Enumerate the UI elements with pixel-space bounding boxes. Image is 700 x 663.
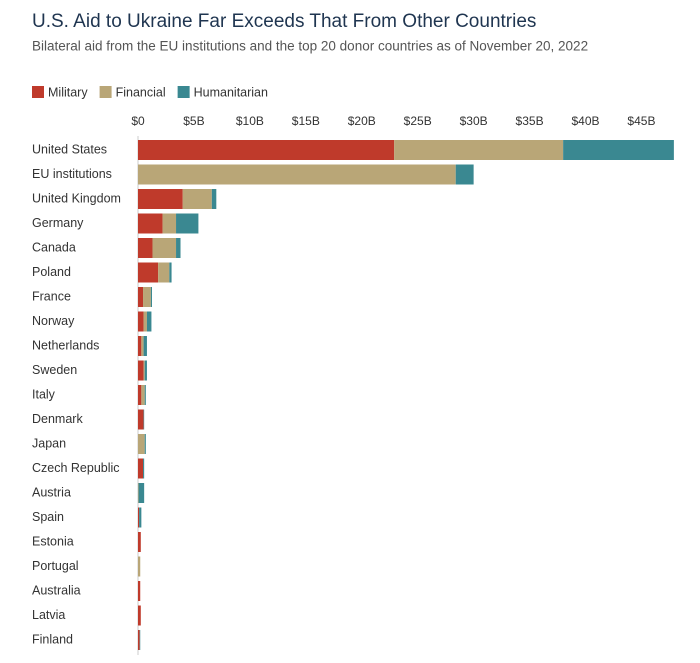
bar-segment bbox=[138, 483, 139, 503]
y-tick-label: Japan bbox=[32, 436, 66, 450]
bar-segment bbox=[211, 189, 217, 209]
bar-segment bbox=[144, 385, 146, 405]
bar-segment bbox=[143, 336, 147, 356]
y-tick-label: Austria bbox=[32, 485, 71, 499]
x-tick-label: $30B bbox=[460, 114, 488, 128]
chart-subtitle: Bilateral aid from the EU institutions a… bbox=[32, 39, 588, 54]
bar-segment bbox=[563, 140, 674, 160]
bar-segment bbox=[138, 140, 395, 160]
bar-segment bbox=[141, 336, 144, 356]
bar-segment bbox=[139, 507, 142, 528]
y-tick-label: Spain bbox=[32, 510, 64, 524]
y-tick-label: United Kingdom bbox=[32, 191, 121, 205]
y-tick-label: Denmark bbox=[32, 412, 83, 426]
y-tick-label: Poland bbox=[32, 265, 71, 279]
legend-swatch bbox=[177, 86, 190, 98]
x-tick-label: $40B bbox=[571, 114, 599, 128]
y-tick-label: Estonia bbox=[32, 534, 74, 548]
x-tick-label: $35B bbox=[516, 114, 544, 128]
bar-segment bbox=[146, 311, 152, 332]
bar-segment bbox=[139, 630, 141, 650]
bar-segment bbox=[144, 434, 146, 454]
y-tick-label: EU institutions bbox=[32, 167, 112, 181]
bar-segment bbox=[138, 556, 141, 577]
x-tick-label: $20B bbox=[348, 114, 376, 128]
x-tick-label: $45B bbox=[627, 114, 655, 128]
bar-segment bbox=[176, 213, 199, 234]
bar-segment bbox=[169, 262, 172, 283]
bar-segment bbox=[138, 483, 145, 503]
bar-segment bbox=[138, 336, 142, 356]
y-tick-label: France bbox=[32, 289, 71, 303]
bar-segment bbox=[138, 385, 142, 405]
bar-segment bbox=[138, 409, 144, 430]
bar-segment bbox=[138, 262, 159, 283]
y-tick-label: United States bbox=[32, 142, 107, 156]
bar-segment bbox=[150, 287, 152, 307]
x-tick-label: $5B bbox=[183, 114, 204, 128]
y-tick-label: Sweden bbox=[32, 363, 77, 377]
legend-swatch bbox=[99, 86, 112, 98]
bar-segment bbox=[138, 213, 163, 234]
legend-label: Financial bbox=[116, 85, 166, 99]
x-tick-label: $10B bbox=[236, 114, 264, 128]
bar-segment bbox=[162, 213, 177, 234]
y-tick-label: Latvia bbox=[32, 608, 65, 622]
chart-title: U.S. Aid to Ukraine Far Exceeds That Fro… bbox=[32, 11, 536, 32]
bar-segment bbox=[144, 360, 147, 381]
bar-segment bbox=[138, 458, 144, 479]
bar-segment bbox=[143, 287, 151, 307]
bar-segment bbox=[138, 581, 141, 601]
x-tick-label: $15B bbox=[292, 114, 320, 128]
bar-segment bbox=[141, 385, 145, 405]
bar-segment bbox=[455, 164, 474, 185]
bar-segment bbox=[138, 507, 140, 528]
x-tick-label: $0 bbox=[131, 114, 145, 128]
legend-label: Humanitarian bbox=[194, 85, 268, 99]
bar-segment bbox=[138, 189, 183, 209]
bar-segment bbox=[138, 630, 140, 650]
legend-label: Military bbox=[48, 85, 88, 99]
bar-segment bbox=[158, 262, 170, 283]
bar-segment bbox=[138, 287, 144, 307]
bar-segment bbox=[143, 360, 145, 381]
bar-segment bbox=[143, 409, 145, 430]
y-tick-label: Netherlands bbox=[32, 338, 99, 352]
bar-segment bbox=[143, 458, 145, 479]
y-tick-label: Czech Republic bbox=[32, 461, 120, 475]
y-tick-label: Italy bbox=[32, 387, 56, 401]
bar-segment bbox=[138, 360, 144, 381]
bar-segment bbox=[394, 140, 564, 160]
legend-swatch bbox=[32, 86, 44, 98]
y-tick-label: Australia bbox=[32, 583, 81, 597]
bar-segment bbox=[138, 434, 145, 454]
y-tick-label: Norway bbox=[32, 314, 75, 328]
x-tick-label: $25B bbox=[404, 114, 432, 128]
bar-segment bbox=[182, 189, 212, 209]
bar-segment bbox=[138, 311, 144, 332]
bar-segment bbox=[138, 532, 141, 552]
bar-segment bbox=[138, 605, 141, 626]
y-tick-label: Portugal bbox=[32, 559, 79, 573]
bar-segment bbox=[138, 164, 456, 185]
bar-segment bbox=[143, 311, 147, 332]
y-tick-label: Finland bbox=[32, 632, 73, 646]
bar-segment bbox=[176, 238, 181, 258]
y-tick-label: Canada bbox=[32, 240, 76, 254]
bar-segment bbox=[152, 238, 177, 258]
bar-segment bbox=[138, 238, 153, 258]
y-tick-label: Germany bbox=[32, 216, 84, 230]
